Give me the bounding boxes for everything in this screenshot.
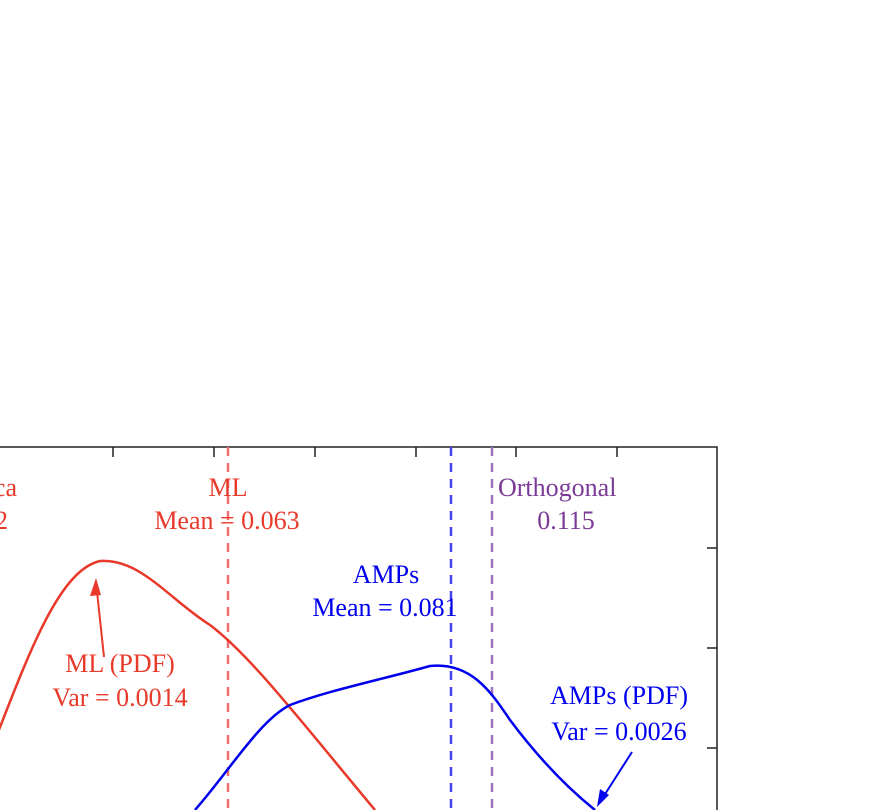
orthogonal-value: 0.115 [537, 506, 595, 535]
amps-mean: Mean = 0.081 [312, 593, 457, 622]
amps-pdf-label: AMPs (PDF) [550, 681, 688, 710]
amps-label: AMPs [353, 560, 419, 589]
plot-frame [0, 446, 718, 810]
orthogonal-label: Orthogonal [498, 473, 616, 502]
tick-marks [112, 447, 717, 749]
axes [0, 446, 718, 810]
ml-pdf-var: Var = 0.0014 [52, 683, 187, 712]
partial-label: ca [0, 473, 17, 502]
amps-arrowhead [597, 789, 609, 807]
ml-mean: Mean = 0.063 [154, 506, 299, 535]
arrows [90, 578, 633, 807]
ml-pdf-label: ML (PDF) [65, 649, 175, 678]
partial-label: 2 [0, 506, 8, 535]
amps-pdf-var: Var = 0.0026 [551, 717, 686, 746]
ml-arrowhead [90, 578, 101, 596]
ml-label: ML [209, 473, 248, 502]
amps-pdf-curve [194, 664, 596, 810]
